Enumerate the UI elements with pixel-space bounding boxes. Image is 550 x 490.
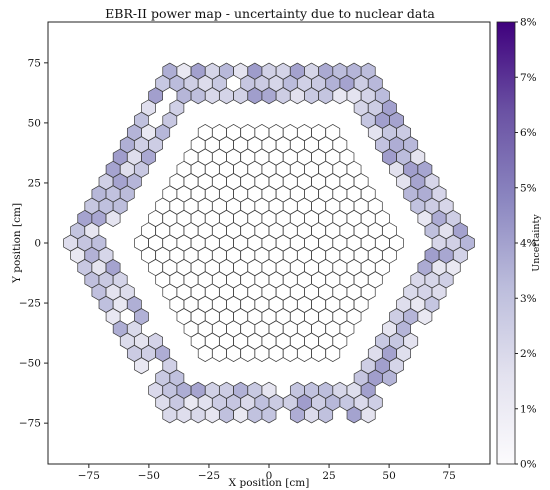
x-axis-label: X position [cm] <box>229 477 310 489</box>
colorbar-tick-label: 8% <box>520 17 537 29</box>
y-tick-label: −50 <box>19 358 41 370</box>
chart-title: EBR-II power map - uncertainty due to nu… <box>105 6 435 21</box>
colorbar-tick-label: 6% <box>520 127 537 139</box>
hex-cell <box>460 234 475 252</box>
colorbar-tick-label: 7% <box>520 72 537 84</box>
hex-cells <box>63 62 475 424</box>
x-tick-label: −25 <box>198 470 220 482</box>
x-tick-label: 50 <box>382 470 395 482</box>
colorbar-tick-label: 5% <box>520 182 537 194</box>
colorbar <box>496 21 516 465</box>
y-tick-label: −75 <box>19 418 41 430</box>
hex-cell <box>134 308 149 326</box>
y-ticks: 75 50 25 0 −25 −50 −75 <box>19 57 48 430</box>
colorbar-label: Uncertainty <box>531 214 542 272</box>
y-tick-label: 25 <box>28 177 41 189</box>
hex-cell <box>367 394 383 412</box>
y-tick-label: −25 <box>19 298 41 310</box>
colorbar-tick-label: 0% <box>520 459 537 471</box>
x-tick-label: −50 <box>138 470 160 482</box>
x-tick-label: −75 <box>78 470 100 482</box>
x-tick-label: 0 <box>266 470 273 482</box>
hex-cell <box>389 234 404 252</box>
y-tick-label: 0 <box>34 238 41 250</box>
colorbar-tick-label: 1% <box>520 403 537 415</box>
y-axis-label: Y position [cm] <box>11 203 23 284</box>
y-tick-label: 75 <box>28 57 41 69</box>
colorbar-tick-label: 4% <box>520 238 537 250</box>
x-tick-label: 75 <box>442 470 455 482</box>
x-tick-label: 25 <box>322 470 335 482</box>
colorbar-tick-label: 3% <box>520 293 537 305</box>
x-ticks: −75 −50 −25 0 25 50 75 <box>78 464 456 482</box>
hex-cell <box>403 332 419 350</box>
y-tick-label: 50 <box>28 117 41 129</box>
colorbar-ticks: 0% 1% 2% 3% 4% 5% 6% 7% 8% <box>515 17 537 471</box>
colorbar-tick-label: 2% <box>520 348 537 360</box>
